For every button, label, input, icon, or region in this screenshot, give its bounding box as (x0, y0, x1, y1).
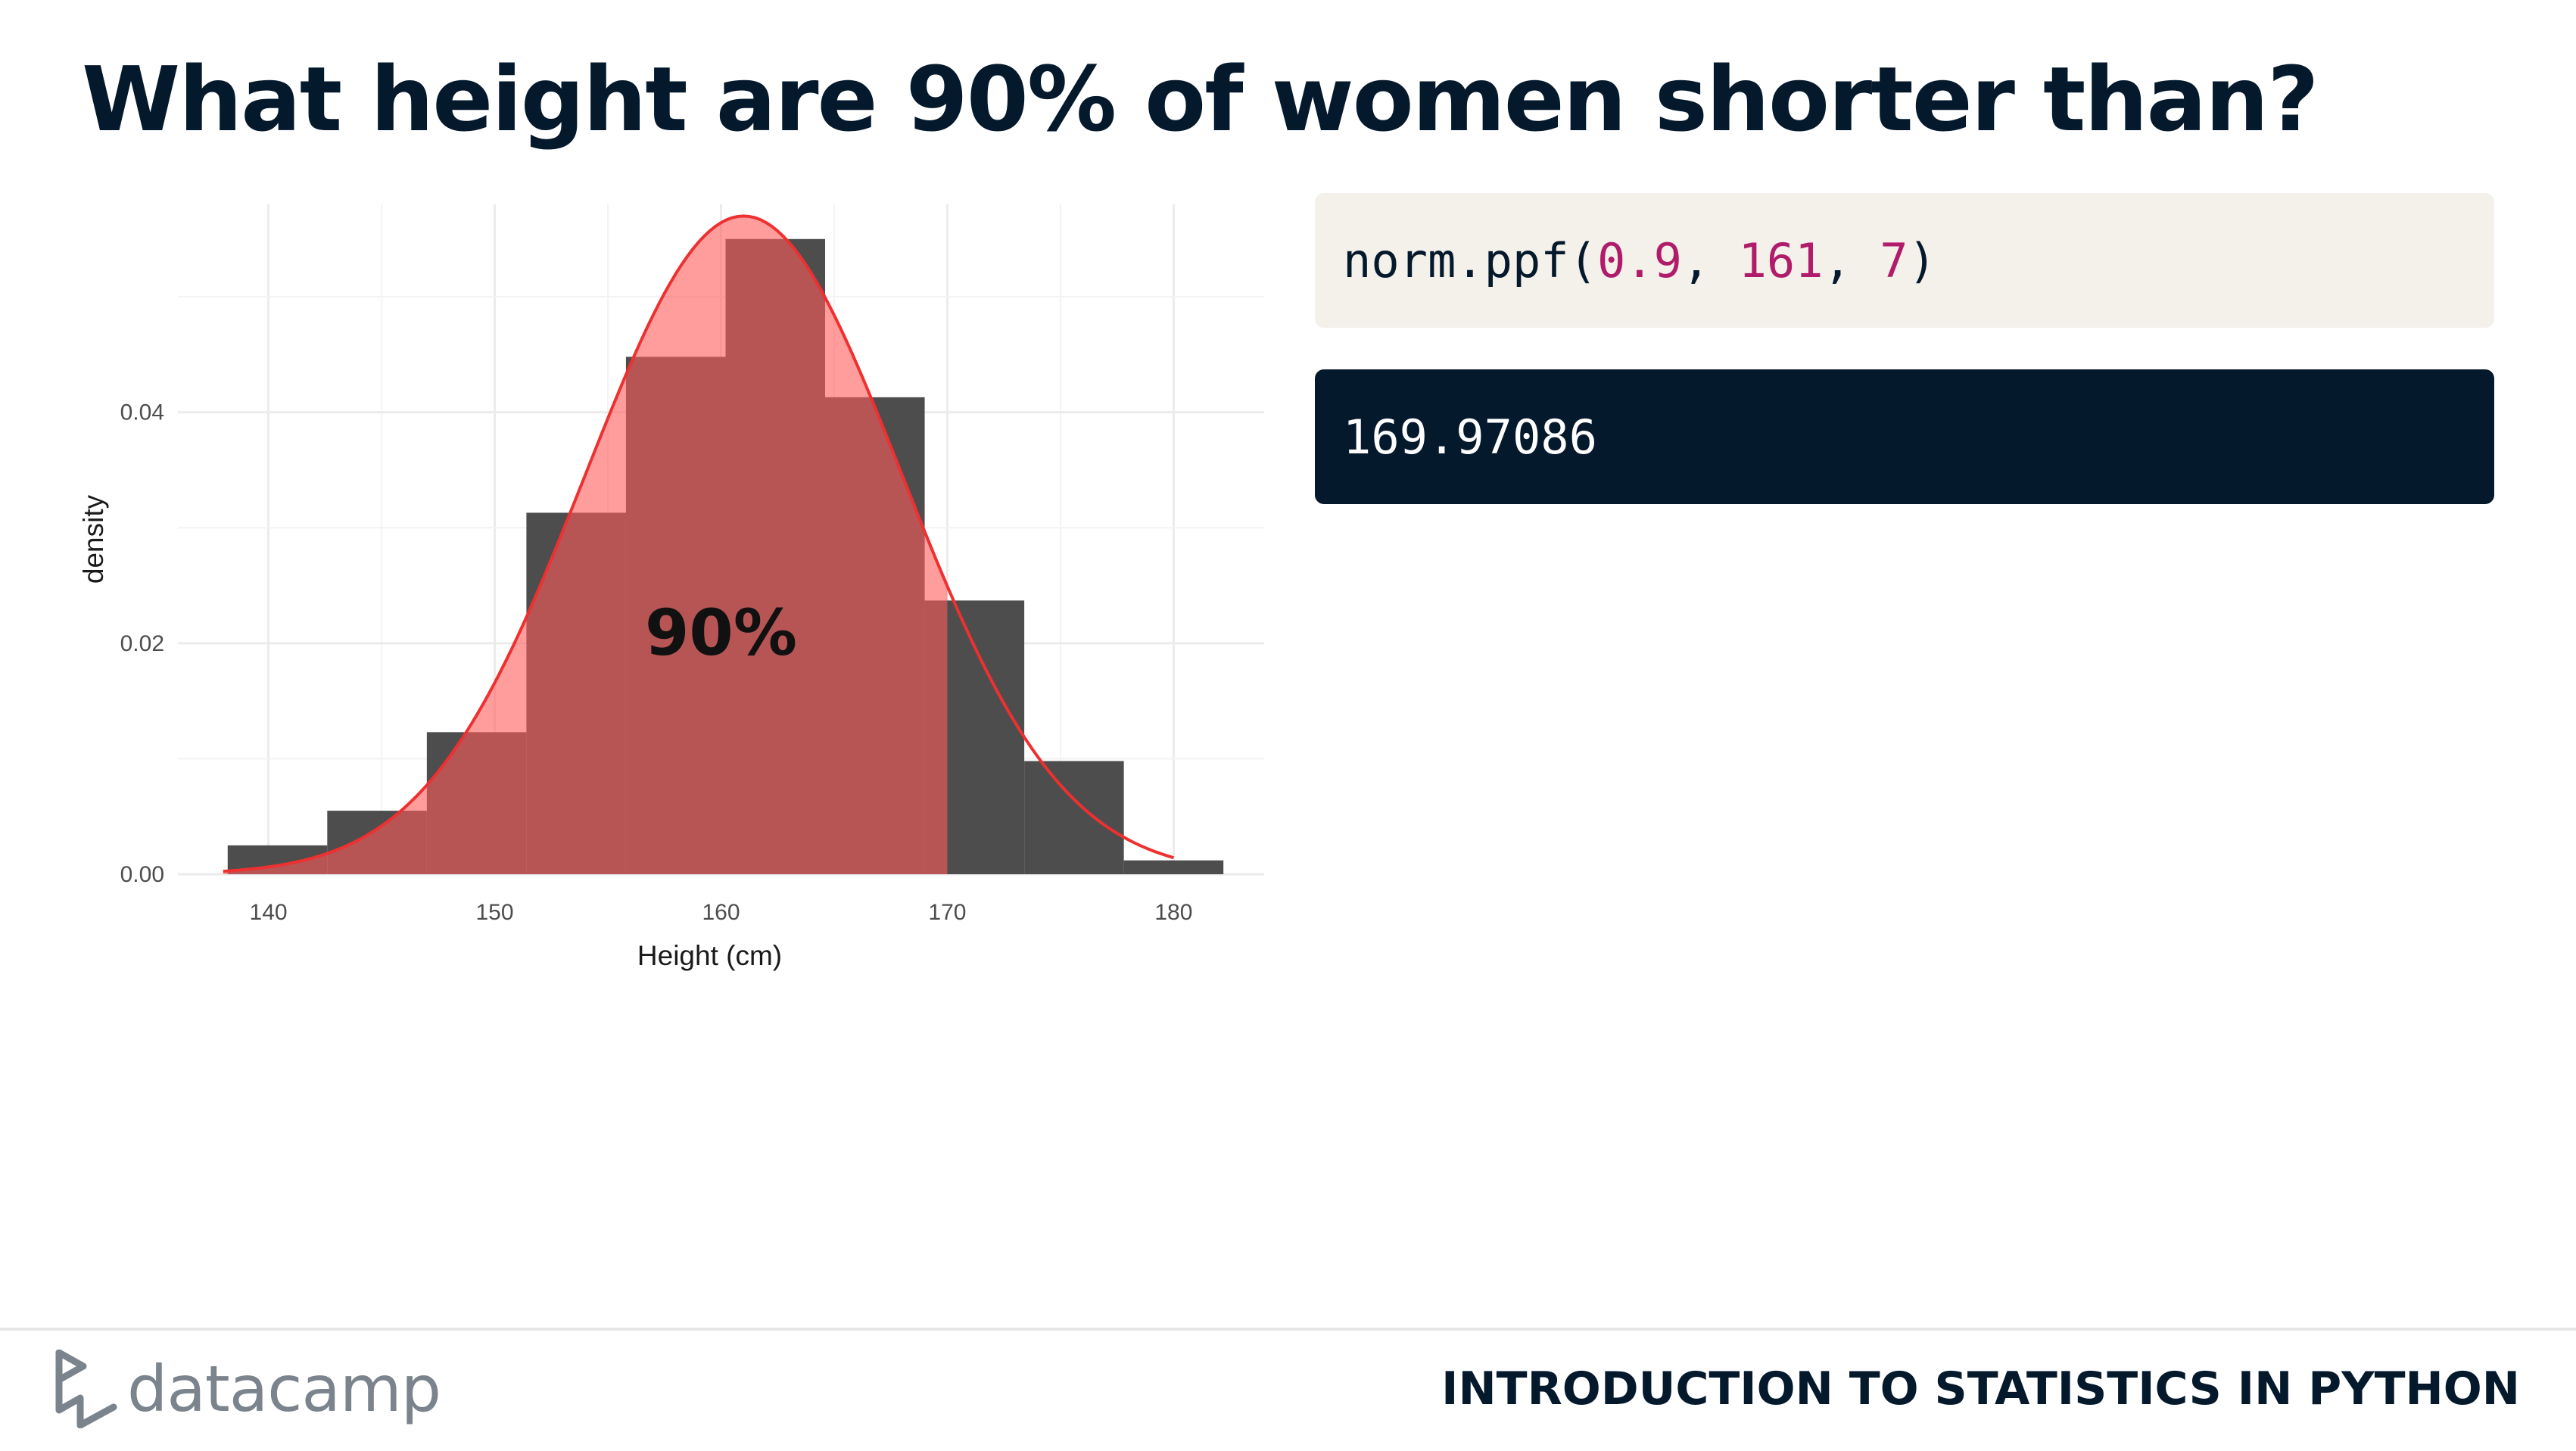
datacamp-logo-icon (55, 1350, 117, 1428)
code-arg-mean: 161 (1738, 232, 1824, 288)
code-separator: , (1823, 232, 1880, 288)
code-block: norm.ppf(0.9, 161, 7) (1315, 193, 2494, 328)
x-axis-label: Height (cm) (637, 940, 782, 971)
y-tick-label: 0.04 (120, 400, 164, 425)
output-value: 169.97086 (1343, 409, 1597, 465)
slide-title: What height are 90% of women shorter tha… (82, 47, 2319, 151)
code-function: norm.ppf( (1343, 232, 1597, 288)
x-tick-label: 150 (476, 900, 514, 925)
normal-curve (223, 214, 1174, 873)
x-tick-label: 140 (250, 900, 288, 925)
footer-divider (0, 1328, 2576, 1331)
code-arg-quantile: 0.9 (1596, 232, 1682, 288)
y-tick-label: 0.00 (120, 862, 164, 887)
histogram-chart: 90% 140 150 160 170 180 0.00 0.02 0.04 Height (cm… (68, 189, 1279, 999)
histogram-bar (1123, 860, 1224, 874)
output-block: 169.97086 (1315, 369, 2494, 504)
y-axis-label: density (78, 494, 109, 584)
datacamp-logo: datacamp (53, 1347, 441, 1431)
x-tick-label: 180 (1154, 900, 1192, 925)
shaded-area-90-percent (223, 216, 948, 875)
x-tick-label: 170 (928, 900, 966, 925)
logo-wordmark: datacamp (127, 1352, 441, 1426)
x-tick-label: 160 (702, 900, 740, 925)
chart-svg: 90% 140 150 160 170 180 0.00 0.02 0.04 Height (cm… (78, 204, 1264, 971)
code-separator: , (1681, 232, 1739, 288)
histogram-bar (1024, 761, 1124, 874)
y-tick-label: 0.02 (120, 631, 164, 656)
code-arg-sd: 7 (1880, 232, 1908, 288)
course-name: INTRODUCTION TO STATISTICS IN PYTHON (1441, 1362, 2520, 1415)
annotation-label: 90% (645, 596, 797, 670)
code-close-paren: ) (1908, 232, 1936, 288)
